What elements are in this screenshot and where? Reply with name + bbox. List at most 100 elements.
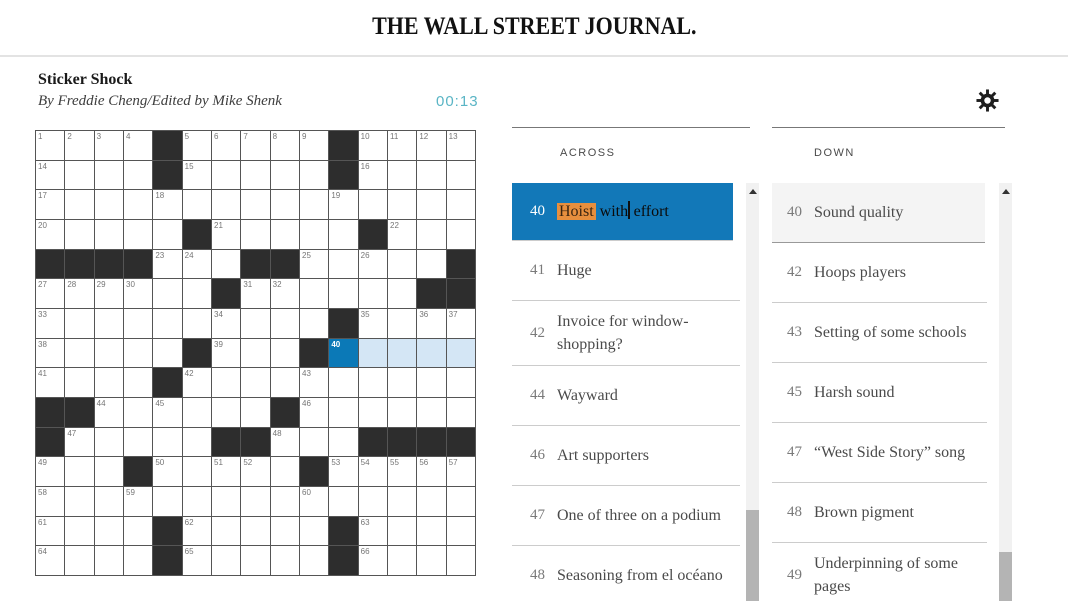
across-clue-48[interactable]: 48 Seasoning from el océano bbox=[512, 546, 740, 601]
grid-cell-r14c12[interactable]: 63 bbox=[358, 516, 387, 546]
down-clue-43[interactable]: 43 Setting of some schools bbox=[772, 303, 987, 363]
grid-cell-r8c14[interactable] bbox=[417, 338, 446, 368]
grid-cell-r14c1[interactable]: 61 bbox=[36, 516, 65, 546]
grid-cell-r12c7[interactable]: 51 bbox=[212, 457, 241, 486]
grid-cell-r6c9[interactable]: 32 bbox=[270, 279, 299, 308]
grid-cell-r5c6[interactable]: 24 bbox=[182, 249, 211, 279]
grid-cell-r1c4[interactable]: 4 bbox=[124, 131, 153, 160]
grid-cell-r15c3[interactable] bbox=[94, 546, 123, 575]
grid-cell-r6c10[interactable] bbox=[300, 279, 329, 308]
down-scrollbar-thumb[interactable] bbox=[999, 552, 1012, 601]
grid-cell-r11c10[interactable] bbox=[300, 427, 329, 457]
grid-cell-r2c9[interactable] bbox=[270, 160, 299, 190]
grid-cell-r10c15[interactable] bbox=[446, 397, 475, 427]
grid-cell-r9c12[interactable] bbox=[358, 368, 387, 397]
down-clue-45[interactable]: 45 Harsh sound bbox=[772, 363, 987, 423]
grid-cell-r2c15[interactable] bbox=[446, 160, 475, 190]
grid-cell-r4c5[interactable] bbox=[153, 219, 182, 249]
across-scroll-up-button[interactable] bbox=[746, 183, 759, 199]
grid-cell-r7c8[interactable] bbox=[241, 308, 270, 338]
grid-cell-r4c7[interactable]: 21 bbox=[212, 219, 241, 249]
grid-cell-r6c6[interactable] bbox=[182, 279, 211, 308]
grid-cell-r1c10[interactable]: 9 bbox=[300, 131, 329, 160]
grid-cell-r2c10[interactable] bbox=[300, 160, 329, 190]
grid-cell-r5c11[interactable] bbox=[329, 249, 358, 279]
across-scrollbar[interactable] bbox=[746, 183, 759, 601]
grid-cell-r6c12[interactable] bbox=[358, 279, 387, 308]
grid-cell-r9c13[interactable] bbox=[388, 368, 417, 397]
grid-cell-r14c10[interactable] bbox=[300, 516, 329, 546]
grid-cell-r2c13[interactable] bbox=[388, 160, 417, 190]
grid-cell-r4c13[interactable]: 22 bbox=[388, 219, 417, 249]
grid-cell-r5c7[interactable] bbox=[212, 249, 241, 279]
grid-cell-r12c14[interactable]: 56 bbox=[417, 457, 446, 486]
down-clue-42[interactable]: 42 Hoops players bbox=[772, 243, 987, 303]
grid-cell-r6c5[interactable] bbox=[153, 279, 182, 308]
grid-cell-r15c14[interactable] bbox=[417, 546, 446, 575]
grid-cell-r10c10[interactable]: 46 bbox=[300, 397, 329, 427]
grid-cell-r1c7[interactable]: 6 bbox=[212, 131, 241, 160]
grid-cell-r13c10[interactable]: 60 bbox=[300, 486, 329, 516]
grid-cell-r4c3[interactable] bbox=[94, 219, 123, 249]
grid-cell-r13c14[interactable] bbox=[417, 486, 446, 516]
grid-cell-r3c7[interactable] bbox=[212, 190, 241, 219]
grid-cell-r4c4[interactable] bbox=[124, 219, 153, 249]
grid-cell-r14c15[interactable] bbox=[446, 516, 475, 546]
grid-cell-r2c14[interactable] bbox=[417, 160, 446, 190]
grid-cell-r11c9[interactable]: 48 bbox=[270, 427, 299, 457]
grid-cell-r3c1[interactable]: 17 bbox=[36, 190, 65, 219]
grid-cell-r9c10[interactable]: 43 bbox=[300, 368, 329, 397]
grid-cell-r12c3[interactable] bbox=[94, 457, 123, 486]
grid-cell-r9c14[interactable] bbox=[417, 368, 446, 397]
grid-cell-r12c13[interactable]: 55 bbox=[388, 457, 417, 486]
grid-cell-r5c14[interactable] bbox=[417, 249, 446, 279]
grid-cell-r12c15[interactable]: 57 bbox=[446, 457, 475, 486]
grid-cell-r8c4[interactable] bbox=[124, 338, 153, 368]
grid-cell-r1c14[interactable]: 12 bbox=[417, 131, 446, 160]
grid-cell-r14c9[interactable] bbox=[270, 516, 299, 546]
grid-cell-r6c4[interactable]: 30 bbox=[124, 279, 153, 308]
grid-cell-r4c8[interactable] bbox=[241, 219, 270, 249]
grid-cell-r13c6[interactable] bbox=[182, 486, 211, 516]
grid-cell-r7c9[interactable] bbox=[270, 308, 299, 338]
grid-cell-r8c5[interactable] bbox=[153, 338, 182, 368]
grid-cell-r8c3[interactable] bbox=[94, 338, 123, 368]
grid-cell-r4c11[interactable] bbox=[329, 219, 358, 249]
grid-cell-r7c13[interactable] bbox=[388, 308, 417, 338]
across-clue-40[interactable]: 40 Hoist with effort bbox=[512, 183, 733, 241]
grid-cell-r13c15[interactable] bbox=[446, 486, 475, 516]
grid-cell-r4c15[interactable] bbox=[446, 219, 475, 249]
grid-cell-r15c12[interactable]: 66 bbox=[358, 546, 387, 575]
grid-cell-r6c3[interactable]: 29 bbox=[94, 279, 123, 308]
grid-cell-r7c2[interactable] bbox=[65, 308, 94, 338]
grid-cell-r5c12[interactable]: 26 bbox=[358, 249, 387, 279]
grid-cell-r10c14[interactable] bbox=[417, 397, 446, 427]
grid-cell-r2c7[interactable] bbox=[212, 160, 241, 190]
grid-cell-r3c6[interactable] bbox=[182, 190, 211, 219]
grid-cell-r10c3[interactable]: 44 bbox=[94, 397, 123, 427]
grid-cell-r13c5[interactable] bbox=[153, 486, 182, 516]
across-clue-46[interactable]: 46 Art supporters bbox=[512, 426, 740, 487]
grid-cell-r15c2[interactable] bbox=[65, 546, 94, 575]
grid-cell-r3c13[interactable] bbox=[388, 190, 417, 219]
grid-cell-r6c8[interactable]: 31 bbox=[241, 279, 270, 308]
grid-cell-r8c11[interactable]: 40 bbox=[329, 338, 358, 368]
grid-cell-r13c7[interactable] bbox=[212, 486, 241, 516]
grid-cell-r6c13[interactable] bbox=[388, 279, 417, 308]
grid-cell-r15c8[interactable] bbox=[241, 546, 270, 575]
grid-cell-r7c14[interactable]: 36 bbox=[417, 308, 446, 338]
grid-cell-r7c12[interactable]: 35 bbox=[358, 308, 387, 338]
grid-cell-r4c10[interactable] bbox=[300, 219, 329, 249]
grid-cell-r9c3[interactable] bbox=[94, 368, 123, 397]
grid-cell-r2c1[interactable]: 14 bbox=[36, 160, 65, 190]
grid-cell-r9c4[interactable] bbox=[124, 368, 153, 397]
grid-cell-r12c8[interactable]: 52 bbox=[241, 457, 270, 486]
grid-cell-r11c11[interactable] bbox=[329, 427, 358, 457]
down-scroll-up-button[interactable] bbox=[999, 183, 1012, 199]
grid-cell-r2c8[interactable] bbox=[241, 160, 270, 190]
grid-cell-r7c1[interactable]: 33 bbox=[36, 308, 65, 338]
grid-cell-r12c11[interactable]: 53 bbox=[329, 457, 358, 486]
grid-cell-r5c13[interactable] bbox=[388, 249, 417, 279]
across-clue-47[interactable]: 47 One of three on a podium bbox=[512, 486, 740, 547]
grid-cell-r14c7[interactable] bbox=[212, 516, 241, 546]
